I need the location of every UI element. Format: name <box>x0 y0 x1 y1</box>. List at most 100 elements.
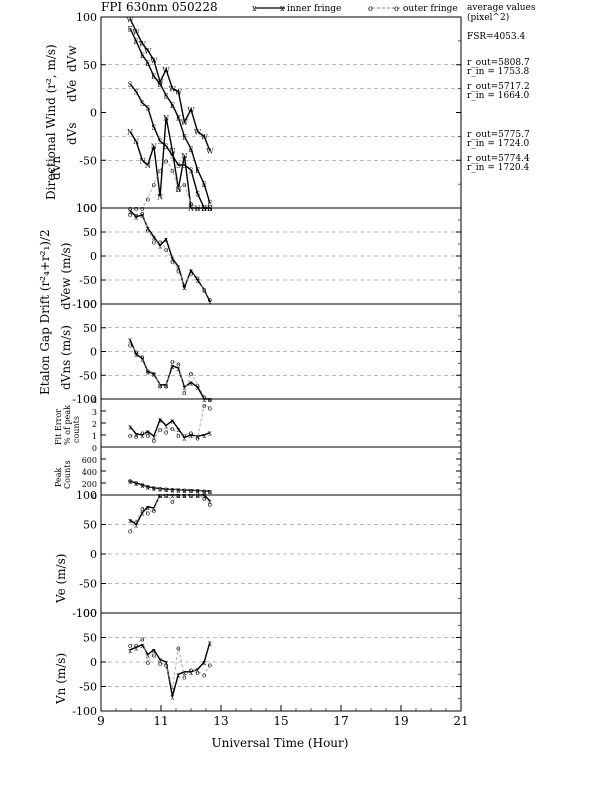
ve-ytick-label: 100 <box>76 489 97 502</box>
ve-point-outer-fringe: o <box>146 510 150 518</box>
fit-error-point-outer-fringe: o <box>134 433 138 441</box>
ve-point-outer-fringe: o <box>140 505 144 513</box>
directional-wind-point-N: N <box>133 138 139 146</box>
dVew-point-inner-fringe: x <box>189 267 193 275</box>
directional-wind-point-N: N <box>145 162 151 170</box>
dVew-point-outer-fringe: o <box>195 275 199 283</box>
dVns-point-outer-fringe: o <box>176 360 180 368</box>
vn-point-inner-fringe: x <box>196 666 200 674</box>
vn-point-inner-fringe: x <box>140 642 144 650</box>
ve-point-inner-fringe: x <box>170 492 174 500</box>
fit-error-point-outer-fringe: o <box>140 430 144 438</box>
directional-wind-point-E: E <box>128 25 133 33</box>
dVew-point-outer-fringe: o <box>140 210 144 218</box>
fit-error-point-inner-fringe: x <box>170 418 174 426</box>
ve-point-inner-fringe: x <box>176 492 180 500</box>
side-r-in-2: r_in = 1664.0 <box>467 91 530 101</box>
dVew-point-inner-fringe: x <box>170 255 174 263</box>
ve-point-outer-fringe: o <box>152 507 156 515</box>
ve-point-inner-fringe: x <box>202 492 206 500</box>
directional-wind-point-N: N <box>151 143 157 151</box>
peak-counts-point-outer-fringe: o <box>189 487 193 495</box>
fit-error-point-inner-fringe: x <box>140 432 144 440</box>
x-tick-label: 19 <box>393 714 408 728</box>
dVns-ytick-label: 50 <box>83 322 97 335</box>
dVew-point-outer-fringe: o <box>152 239 156 247</box>
dVns-frame <box>100 303 462 400</box>
avg-values-title: average values <box>467 3 536 13</box>
dVns-point-outer-fringe: o <box>195 382 199 390</box>
fit-error-point-inner-fringe: x <box>128 424 132 432</box>
dVew-point-outer-fringe: o <box>202 287 206 295</box>
dVns-point-inner-fringe: x <box>140 356 144 364</box>
directional-wind-point-S: S <box>151 124 156 132</box>
vn-point-outer-fringe: o <box>146 659 150 667</box>
peak-counts-point-outer-fringe: o <box>202 488 206 496</box>
directional-wind-point-S: S <box>164 143 169 151</box>
dVns-point-outer-fringe: o <box>170 358 174 366</box>
fit-error-series-inner-fringe <box>129 418 211 439</box>
vn-point-outer-fringe: o <box>189 666 193 674</box>
dVns-point-inner-fringe: x <box>146 368 150 376</box>
peak-counts-ytick-label: 0 <box>92 492 97 501</box>
vn-ytick-label: 0 <box>90 656 97 669</box>
directional-wind-point-W: W <box>175 88 183 96</box>
dVew-series-outer-fringe <box>130 212 211 300</box>
vn-ytick-label: 100 <box>76 607 97 620</box>
fit-error-point-inner-fringe: x <box>208 430 212 438</box>
vn-ytick-label: 50 <box>83 632 97 645</box>
dVns-point-outer-fringe: o <box>208 396 212 404</box>
vn-point-inner-fringe: x <box>170 693 174 701</box>
dVew-point-inner-fringe: x <box>158 242 162 250</box>
legend: x x inner fringe o o outer fringe <box>252 4 458 14</box>
dVew-point-outer-fringe: o <box>158 239 162 247</box>
vn-point-outer-fringe: o <box>176 644 180 652</box>
dVew-ytick-label: -50 <box>79 274 97 287</box>
dVew-point-inner-fringe: x <box>128 207 132 215</box>
x-tick-label: 21 <box>453 714 468 728</box>
dVns-point-outer-fringe: o <box>189 370 193 378</box>
directional-wind-point-W: W <box>162 67 170 75</box>
peak-counts-point-outer-fringe: o <box>140 481 144 489</box>
peak-counts-point-inner-fringe: x <box>128 478 132 486</box>
fit-error-point-outer-fringe: o <box>158 426 162 434</box>
peak-counts-point-inner-fringe: x <box>170 486 174 494</box>
dVew-ytick-label: 50 <box>83 226 97 239</box>
dVns-point-outer-fringe: o <box>134 349 138 357</box>
x-tick-label: 15 <box>273 714 288 728</box>
directional-wind-point-outer: o <box>195 205 199 213</box>
directional-wind-point-S: S <box>145 105 150 113</box>
vn-point-inner-fringe: x <box>208 639 212 647</box>
directional-wind-point-S: S <box>189 167 194 175</box>
ve-ytick-label: 50 <box>83 519 97 532</box>
peak-counts-point-inner-fringe: x <box>202 488 206 496</box>
peak-counts-point-outer-fringe: o <box>128 477 132 485</box>
peak-counts-point-outer-fringe: o <box>152 484 156 492</box>
peak-counts-point-inner-fringe: x <box>152 485 156 493</box>
directional-wind-point-S: S <box>176 162 181 170</box>
peak-counts-point-inner-fringe: x <box>208 488 212 496</box>
ve-point-outer-fringe: o <box>202 495 206 503</box>
fit-error-point-inner-fringe: x <box>189 432 193 440</box>
side-r-out-1: r_out=5808.7 <box>467 58 530 68</box>
fit-error-point-inner-fringe: x <box>164 422 168 430</box>
dVns-ytick-label: 0 <box>90 346 97 359</box>
figure-title: FPI 630nm 050228 <box>101 0 218 14</box>
fit-error-point-outer-fringe: o <box>128 432 132 440</box>
dVew-point-outer-fringe: o <box>182 282 186 290</box>
directional-wind-point-W: W <box>144 47 152 55</box>
peak-counts-point-outer-fringe: o <box>176 486 180 494</box>
dVns-ytick-label: -100 <box>72 393 97 406</box>
directional-wind-point-W: W <box>169 86 177 94</box>
vn-point-inner-fringe: x <box>128 647 132 655</box>
directional-wind-point-E: E <box>158 81 163 89</box>
directional-wind-frame <box>100 16 462 209</box>
dVns-point-inner-fringe: x <box>176 365 180 373</box>
directional-wind-point-E: E <box>145 60 150 68</box>
dVn-label: dVn <box>49 156 63 180</box>
directional-wind-point-N: N <box>207 205 213 213</box>
peak-counts-point-outer-fringe: o <box>158 485 162 493</box>
ve-point-inner-fringe: x <box>158 492 162 500</box>
